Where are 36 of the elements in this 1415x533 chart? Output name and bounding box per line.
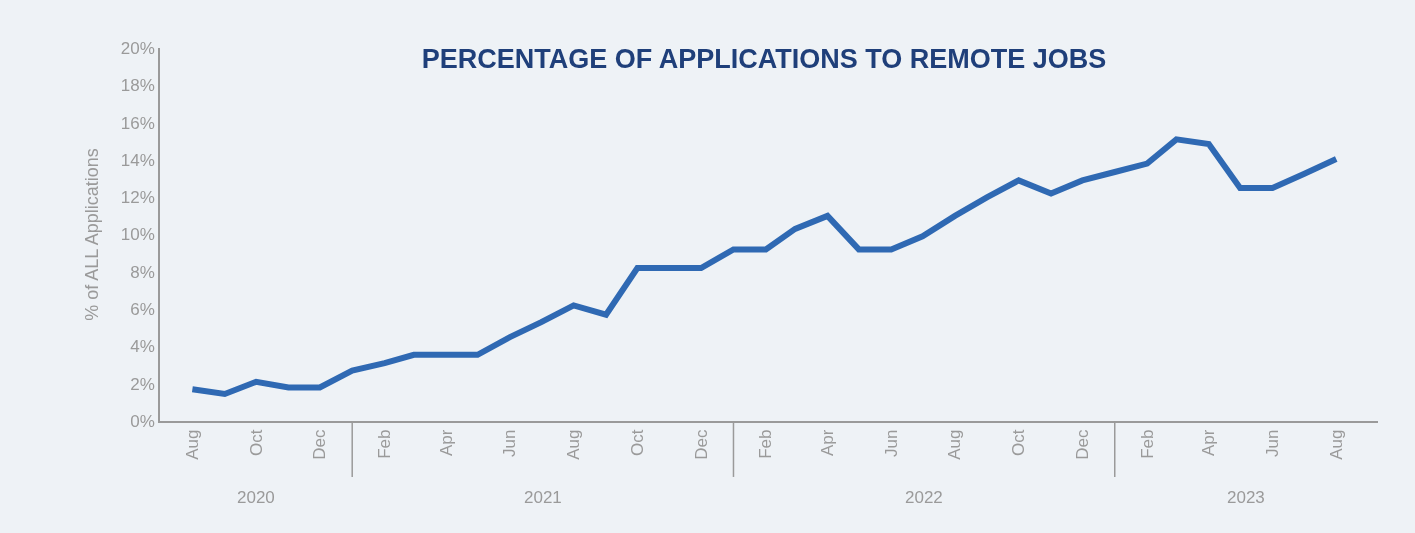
text: 2023 bbox=[1227, 488, 1265, 507]
x-tick-label: Dec bbox=[310, 429, 330, 460]
y-tick-label: 6% bbox=[130, 300, 155, 320]
x-tick-label: Aug bbox=[1326, 429, 1346, 460]
x-tick-label: Feb bbox=[1137, 429, 1157, 459]
x-tick-label: Aug bbox=[182, 429, 202, 460]
x-tick-label: Apr bbox=[1199, 429, 1219, 457]
x-tick-label: Dec bbox=[1072, 429, 1092, 460]
x-tick-label: Apr bbox=[818, 429, 838, 457]
x-tick-label: Feb bbox=[756, 429, 776, 459]
y-tick-label: 18% bbox=[120, 76, 155, 96]
text: 2022 bbox=[905, 488, 943, 507]
x-tick-label: Oct bbox=[627, 429, 647, 456]
x-tick-label: Oct bbox=[1009, 429, 1029, 456]
y-tick-label: 20% bbox=[120, 38, 155, 58]
y-tick-label: 2% bbox=[130, 374, 155, 394]
x-tick-label: Aug bbox=[945, 429, 965, 460]
x-tick-label: Apr bbox=[436, 429, 456, 457]
text: 2021 bbox=[524, 488, 562, 507]
y-tick-label: 12% bbox=[120, 188, 155, 208]
x-tick-label: Jun bbox=[881, 429, 901, 457]
x-tick-label: Aug bbox=[564, 429, 584, 460]
chart-title: PERCENTAGE OF APPLICATIONS TO REMOTE JOBS bbox=[421, 44, 1107, 75]
y-tick-label: 16% bbox=[120, 113, 155, 133]
y-axis-title: % of ALL Applications bbox=[81, 148, 102, 321]
y-tick-label: 8% bbox=[130, 262, 155, 282]
x-tick-label: Jun bbox=[1263, 429, 1283, 457]
y-tick-label: 14% bbox=[120, 150, 155, 170]
x-tick-label: Dec bbox=[691, 429, 711, 460]
text: 2020 bbox=[237, 488, 275, 507]
y-tick-label: 4% bbox=[130, 337, 155, 357]
y-tick-label: 10% bbox=[120, 225, 155, 245]
x-tick-label: Feb bbox=[375, 429, 395, 459]
x-tick-label: Oct bbox=[246, 429, 266, 456]
x-tick-label: Jun bbox=[500, 429, 520, 457]
y-tick-label: 0% bbox=[130, 411, 155, 431]
